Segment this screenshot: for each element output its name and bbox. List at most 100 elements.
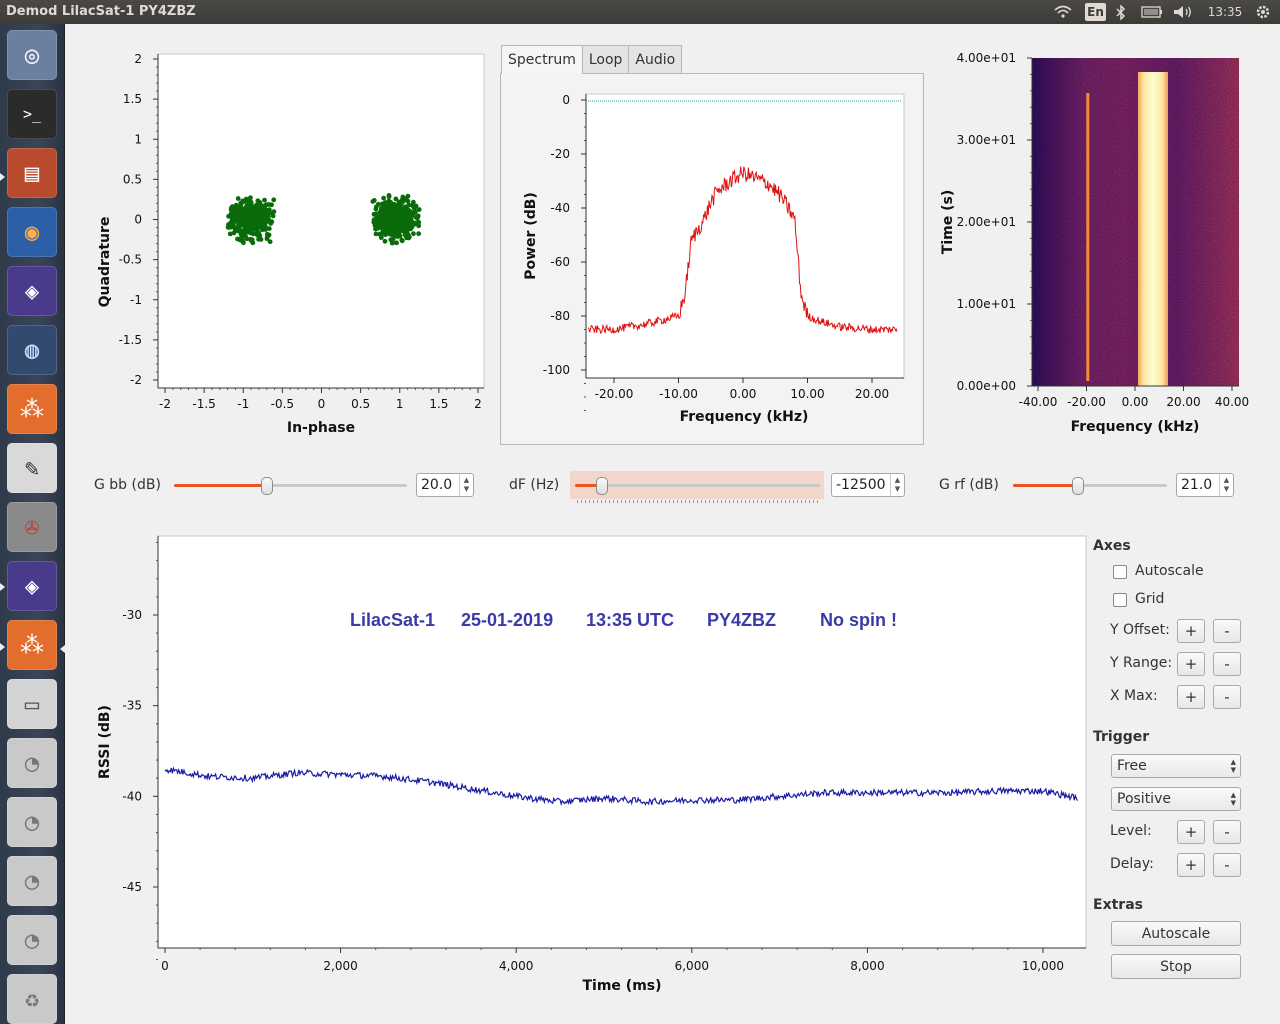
- file-manager-icon[interactable]: ▤: [7, 148, 57, 198]
- constellation-point: [399, 228, 405, 234]
- text-editor-icon[interactable]: ✎: [7, 443, 57, 493]
- gbb-spin-arrows[interactable]: ▲ ▼: [459, 474, 473, 496]
- delay-plus-button[interactable]: +: [1177, 853, 1205, 877]
- spectrum-ytick-label: 0: [562, 93, 570, 107]
- constellation-point: [240, 199, 245, 205]
- tab-audio[interactable]: Audio: [628, 45, 683, 73]
- drive-icon[interactable]: ▭: [7, 679, 57, 729]
- constellation-point: [370, 199, 376, 204]
- stop-button[interactable]: Stop: [1111, 954, 1241, 979]
- tab-bar: Spectrum Loop Audio: [501, 45, 683, 74]
- constellation-xlabel: In-phase: [287, 420, 355, 436]
- grid-checkbox[interactable]: [1113, 593, 1127, 607]
- firefox-icon[interactable]: ◉: [7, 207, 57, 257]
- df-spinbox[interactable]: -12500 ▲ ▼: [831, 473, 905, 497]
- disk-icon-3[interactable]: ◔: [7, 856, 57, 906]
- constellation-xtick-label: -0.5: [271, 397, 294, 411]
- waterfall-ytick-label: 3.00e+01: [957, 133, 1016, 147]
- y-offset-plus-button[interactable]: +: [1177, 619, 1205, 643]
- df-slider-ticks: [577, 500, 820, 503]
- constellation-point: [232, 214, 238, 220]
- bluetooth-icon[interactable]: [1113, 3, 1129, 21]
- y-range-plus-button[interactable]: +: [1177, 652, 1205, 676]
- constellation-point: [379, 209, 385, 215]
- gbb-spinbox[interactable]: 20.0 ▲ ▼: [416, 473, 474, 497]
- annotation-date: 25-01-2019: [461, 610, 553, 630]
- grf-spin-arrows[interactable]: ▲ ▼: [1219, 474, 1233, 496]
- grid-checkbox-label[interactable]: Grid: [1135, 591, 1165, 607]
- gqrx-app-icon[interactable]: ◈: [7, 266, 57, 316]
- disk-icon-2[interactable]: ◔: [7, 797, 57, 847]
- gbb-slider-thumb[interactable]: [261, 477, 273, 495]
- terminal-icon[interactable]: >_: [7, 89, 57, 139]
- autoscale-button[interactable]: Autoscale: [1111, 921, 1241, 946]
- system-gear-icon[interactable]: [1252, 3, 1274, 21]
- rssi-axes: 0 2,000 4,000 6,000 8,000 10,000 -30 -35 -40 -45: [122, 536, 1086, 973]
- autoscale-checkbox[interactable]: [1113, 565, 1127, 579]
- constellation-point: [262, 197, 267, 203]
- y-offset-minus-button[interactable]: -: [1213, 619, 1241, 643]
- constellation-point: [393, 196, 399, 202]
- spectrum-ytick-label: -40: [550, 201, 570, 215]
- autoscale-checkbox-label[interactable]: Autoscale: [1135, 563, 1204, 579]
- constellation-point: [264, 202, 269, 208]
- trigger-mode-value[interactable]: Free: [1117, 758, 1147, 774]
- delay-minus-button[interactable]: -: [1213, 853, 1241, 877]
- df-value[interactable]: -12500: [836, 477, 886, 493]
- running-indicator-gqrx: [0, 583, 5, 591]
- trigger-mode-select[interactable]: Free ▲ ▼: [1111, 754, 1241, 778]
- tab-loop[interactable]: Loop: [581, 45, 630, 73]
- df-spin-arrows[interactable]: ▲ ▼: [890, 474, 904, 496]
- clock[interactable]: 13:35: [1207, 5, 1243, 19]
- volume-icon[interactable]: [1172, 3, 1194, 21]
- gnuradio-icon[interactable]: ⁂: [7, 384, 57, 434]
- constellation-point: [402, 232, 408, 238]
- grf-value[interactable]: 21.0: [1181, 477, 1213, 493]
- spectrum-ytick-label: -60: [550, 255, 570, 269]
- ubuntu-dash-icon[interactable]: ◎: [7, 30, 57, 80]
- constellation-point: [255, 198, 261, 204]
- wifi-icon[interactable]: [1052, 3, 1074, 21]
- waterfall-xlabel: Frequency (kHz): [1071, 419, 1200, 435]
- constellation-point: [389, 232, 395, 238]
- constellation-point: [373, 211, 379, 217]
- constellation-ytick-label: -2: [130, 373, 142, 387]
- grf-spinbox[interactable]: 21.0 ▲ ▼: [1176, 473, 1234, 497]
- battery-icon[interactable]: [1140, 3, 1164, 21]
- rssi-ylabel: RSSI (dB): [97, 705, 113, 779]
- gnuradio-icon-2[interactable]: ⁂: [7, 620, 57, 670]
- y-range-minus-button[interactable]: -: [1213, 652, 1241, 676]
- constellation-point: [233, 202, 239, 208]
- tab-spectrum[interactable]: Spectrum: [501, 45, 583, 74]
- waterfall-ytick-label: 4.00e+01: [957, 51, 1016, 65]
- waterfall-xtick-label: 40.00: [1215, 395, 1249, 409]
- trigger-slope-select[interactable]: Positive ▲ ▼: [1111, 787, 1241, 811]
- system-settings-icon[interactable]: ✇: [7, 502, 57, 552]
- constellation-point: [415, 213, 421, 219]
- constellation-point: [373, 231, 379, 237]
- grf-slider-thumb[interactable]: [1072, 477, 1084, 495]
- constellation-point: [383, 203, 389, 209]
- x-max-minus-button[interactable]: -: [1213, 685, 1241, 709]
- constellation-point: [407, 226, 413, 232]
- df-slider-track[interactable]: [575, 484, 820, 487]
- level-minus-button[interactable]: -: [1213, 820, 1241, 844]
- level-plus-button[interactable]: +: [1177, 820, 1205, 844]
- x-max-plus-button[interactable]: +: [1177, 685, 1205, 709]
- df-slider-fill: [575, 484, 602, 487]
- df-slider-thumb[interactable]: [596, 477, 608, 495]
- disk-icon-1[interactable]: ◔: [7, 738, 57, 788]
- gqrx-app-icon-2[interactable]: ◈: [7, 561, 57, 611]
- constellation-point: [229, 204, 235, 210]
- keyboard-layout-indicator[interactable]: En: [1085, 3, 1106, 21]
- waterfall-ytick-label: 0.00e+00: [957, 379, 1016, 393]
- globe-app-icon[interactable]: ◍: [7, 325, 57, 375]
- trash-icon[interactable]: ♻: [7, 974, 57, 1024]
- constellation-point: [250, 218, 255, 223]
- gbb-value[interactable]: 20.0: [421, 477, 453, 493]
- trigger-slope-arrows-icon: ▲ ▼: [1230, 791, 1236, 807]
- constellation-point: [382, 238, 388, 244]
- trigger-slope-value[interactable]: Positive: [1117, 791, 1171, 807]
- rssi-plot: 0 2,000 4,000 6,000 8,000 10,000-30-35-40-45 …: [97, 535, 1087, 994]
- disk-icon-4[interactable]: ◔: [7, 915, 57, 965]
